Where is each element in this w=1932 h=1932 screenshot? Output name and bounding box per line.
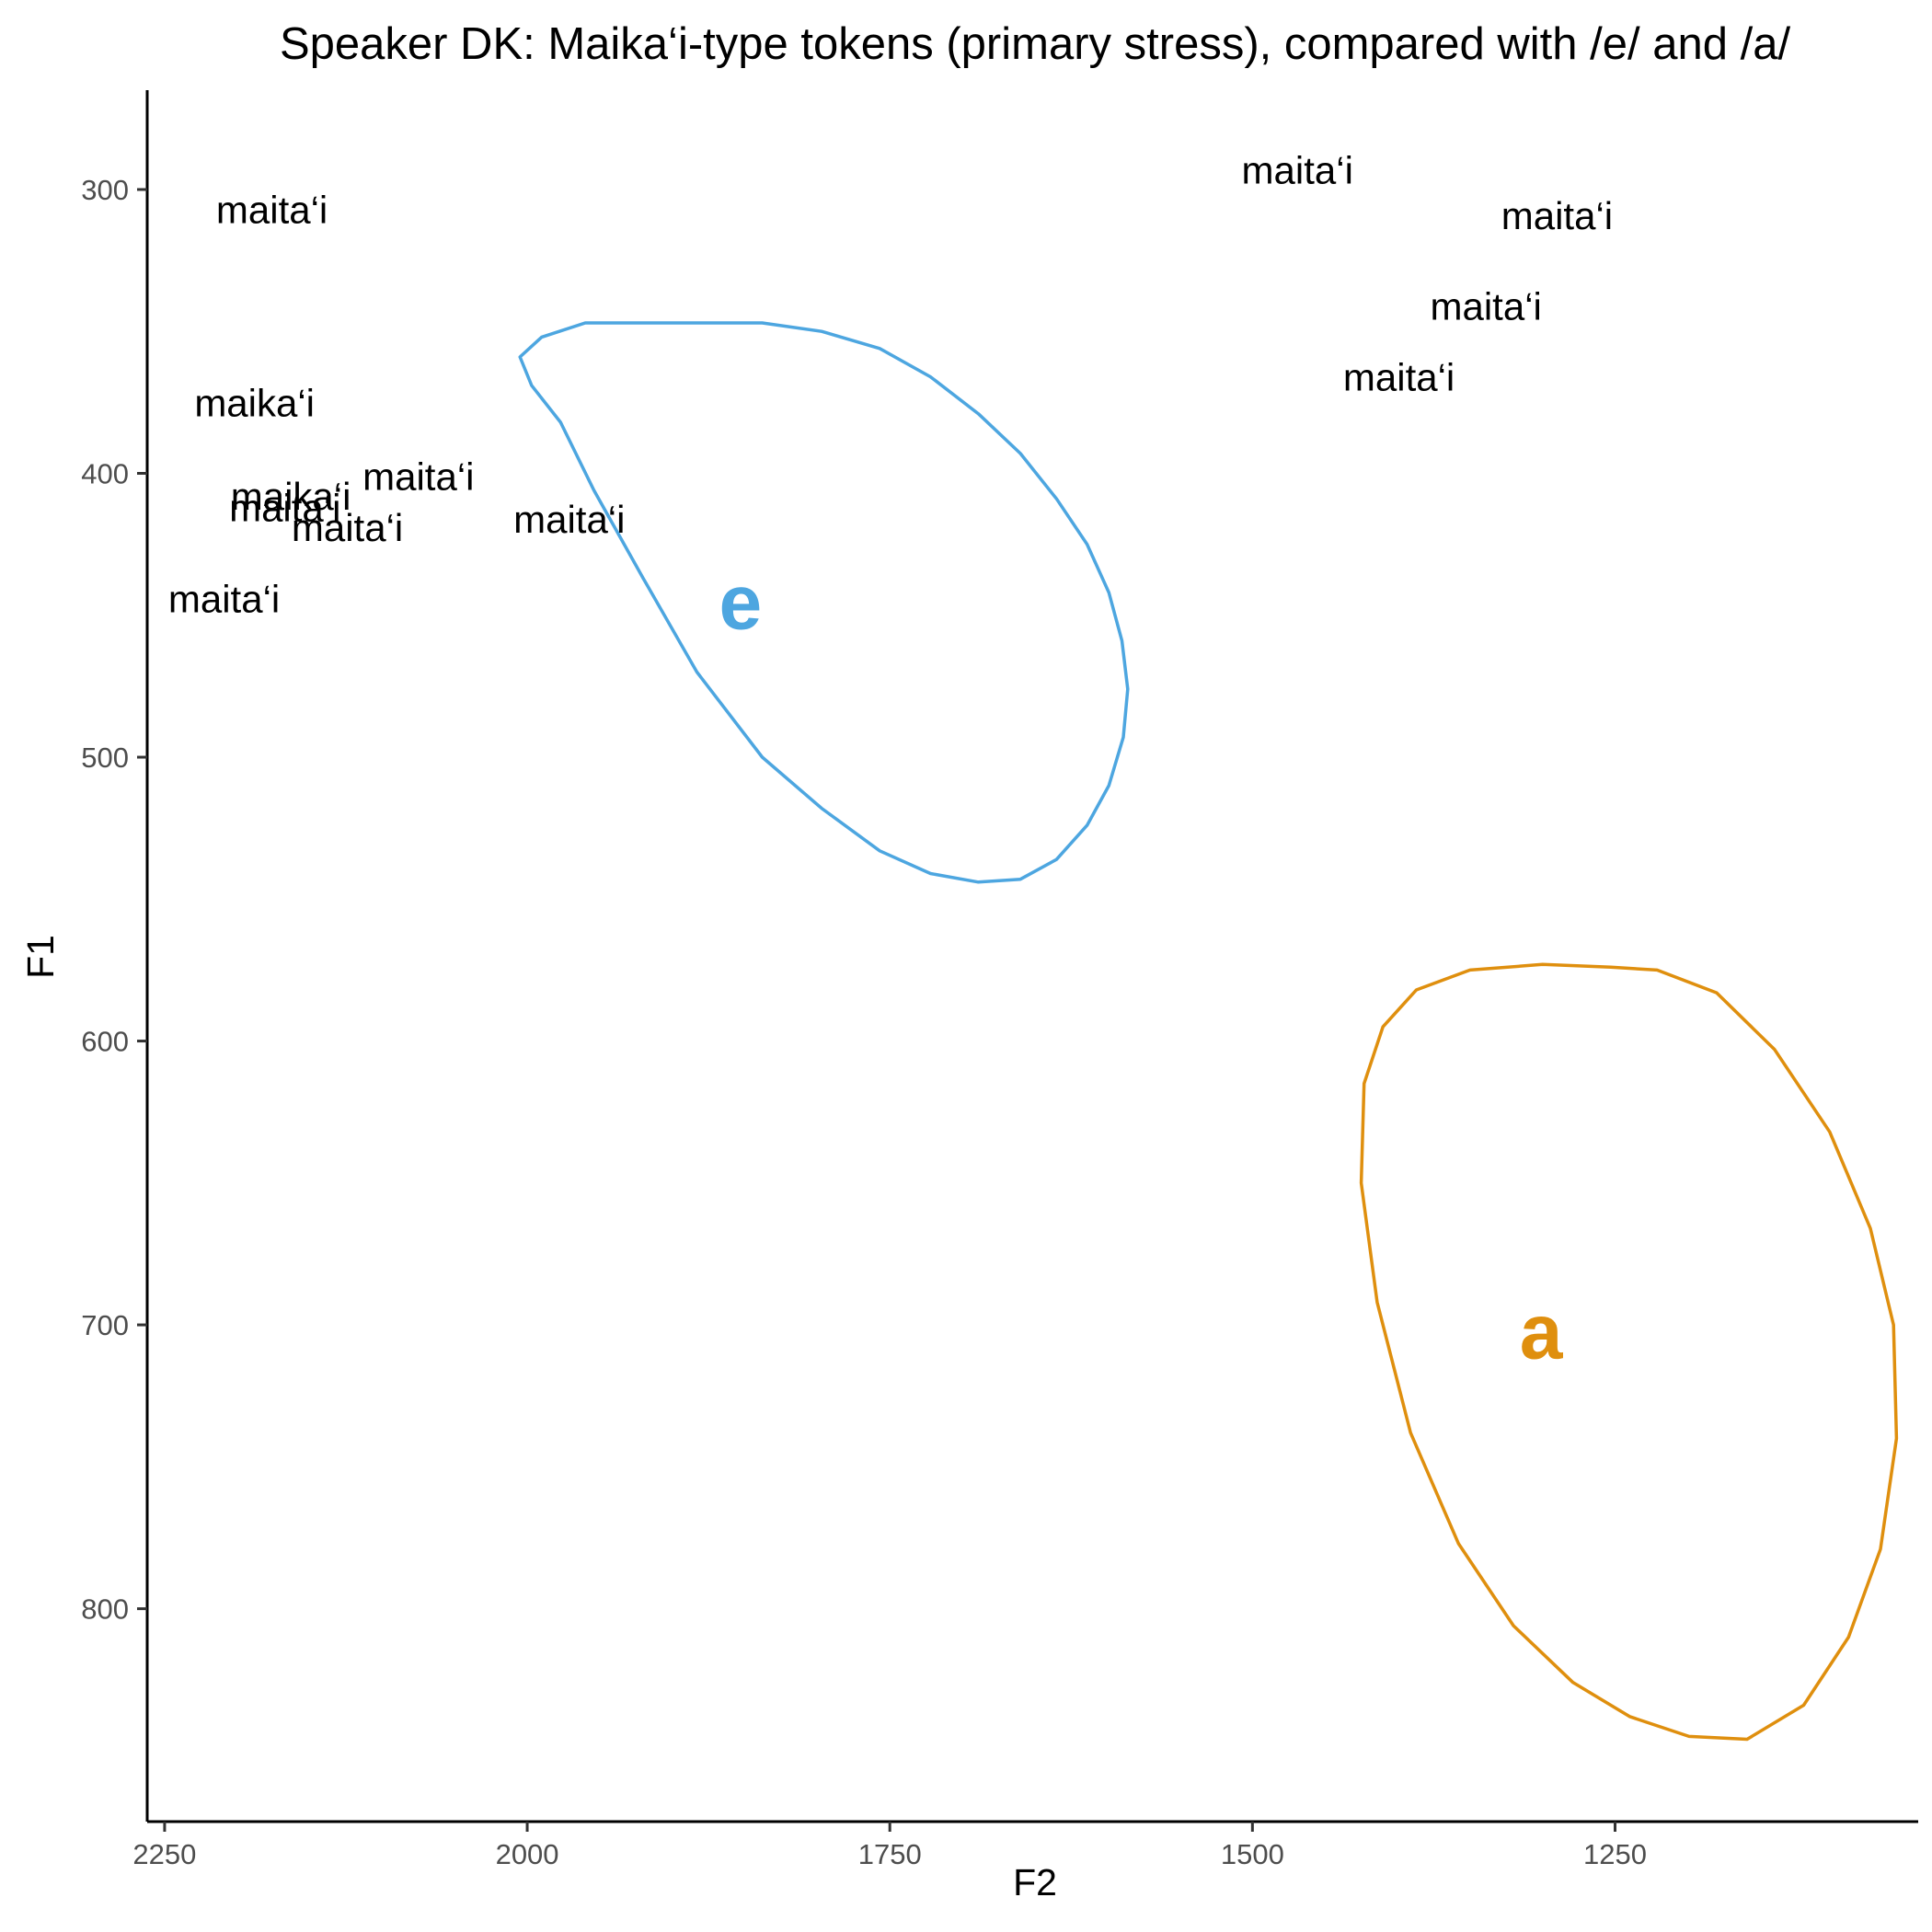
token-label: maita‘i [229, 487, 340, 530]
ellipse-e [518, 321, 1130, 884]
x-tick-label: 2000 [496, 1838, 559, 1870]
token-label: maita‘i [168, 577, 280, 620]
y-axis-label: F1 [19, 935, 62, 979]
vowel-label-a: a [1520, 1288, 1564, 1374]
x-axis-ticks: 2250 2000 1750 1500 1250 [132, 1822, 1647, 1870]
token-label: maita‘i [1430, 284, 1541, 328]
y-tick-label: 400 [81, 458, 129, 490]
token-label: maita‘i [362, 455, 474, 499]
x-tick-label: 1500 [1221, 1838, 1284, 1870]
y-tick-label: 500 [81, 742, 129, 774]
token-label: maika‘i [194, 381, 315, 424]
x-tick-label: 2250 [132, 1838, 196, 1870]
vowel-ellipses [518, 321, 1899, 1742]
x-axis-label: F2 [1013, 1861, 1057, 1903]
token-label: maita‘i [292, 506, 403, 549]
ellipse-a [1359, 962, 1899, 1742]
y-axis-ticks: 300 400 500 600 700 800 [81, 174, 147, 1626]
y-tick-label: 600 [81, 1026, 129, 1058]
token-label: maita‘i [1501, 194, 1613, 237]
token-label: maita‘i [1242, 148, 1353, 191]
x-tick-label: 1250 [1583, 1838, 1647, 1870]
vowel-label-e: e [719, 558, 762, 645]
token-labels: maita‘imaika‘imaita‘imaika‘imaita‘imaita… [168, 148, 1613, 620]
y-tick-label: 700 [81, 1309, 129, 1341]
token-label: maita‘i [216, 189, 328, 232]
token-label: maita‘i [513, 498, 625, 541]
y-tick-label: 800 [81, 1593, 129, 1626]
x-tick-label: 1750 [858, 1838, 922, 1870]
vowel-labels: ea [719, 558, 1563, 1374]
token-label: maika‘i [231, 475, 351, 518]
token-label: maita‘i [1343, 356, 1455, 399]
chart-title: Speaker DK: Maika‘i-type tokens (primary… [280, 19, 1791, 69]
y-tick-label: 300 [81, 174, 129, 206]
